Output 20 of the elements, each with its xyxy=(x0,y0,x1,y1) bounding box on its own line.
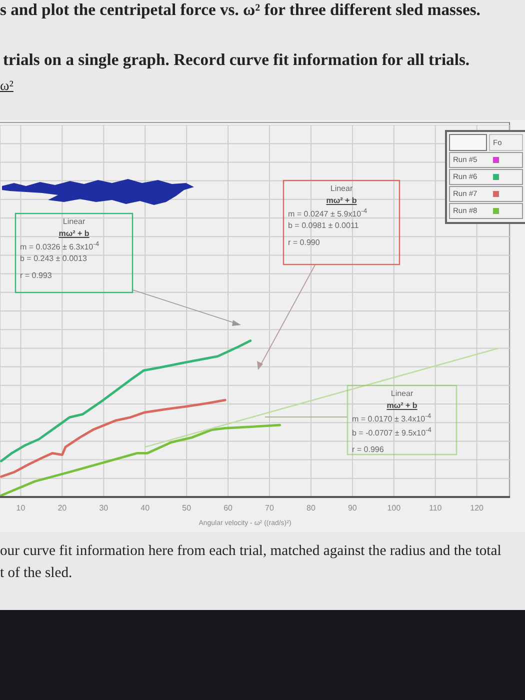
x-tick-label: 110 xyxy=(428,504,442,513)
x-tick-label: 20 xyxy=(58,504,68,513)
text: s and plot the centripetal force vs. ω² for three different sled masses. xyxy=(0,0,480,20)
x-tick-label: 10 xyxy=(16,504,26,513)
text: ω² xyxy=(0,79,14,96)
x-tick-label: 90 xyxy=(348,504,358,513)
text: t of the sled. xyxy=(0,565,72,582)
x-tick-label: 30 xyxy=(99,504,109,513)
x-tick-label: 120 xyxy=(470,504,484,513)
text: trials on a single graph. Record curve fit information for all trials. xyxy=(3,50,470,70)
x-tick-label: 60 xyxy=(224,504,234,513)
x-tick-label: 70 xyxy=(265,504,275,513)
x-tick-label: 50 xyxy=(182,504,192,513)
text: Linear mω² + b m = 0.0247 ± 5.9x10$^{-4}$ b = 0.0981 ± 0.0011 r = 0.990 xyxy=(288,183,368,248)
text: Linear mω² + b m = 0.0170 ± 3.4x10$^{-4}$ b = -0.0707 ± 9.5x10$^{-4}$ r = 0.996 xyxy=(352,389,432,454)
text: our curve fit information here from each trial, matched against the radius and the total xyxy=(0,543,502,560)
text: Linear mω² + b m = 0.0326 ± 6.3x10$^{-4}$ b = 0.243 ± 0.0013 r = 0.993 xyxy=(20,217,100,280)
x-tick-label: 100 xyxy=(387,504,402,513)
x-tick-label: 40 xyxy=(140,504,150,513)
x-tick-label: 80 xyxy=(306,504,316,513)
